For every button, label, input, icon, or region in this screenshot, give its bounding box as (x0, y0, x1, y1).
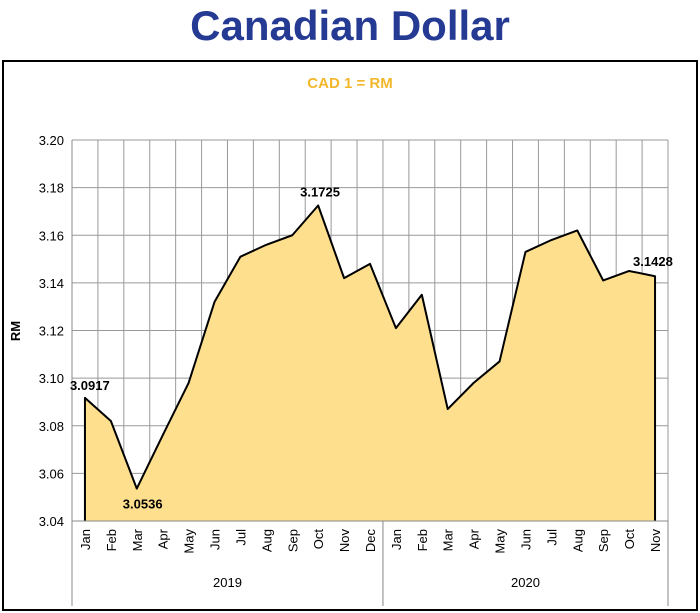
x-tick-label: Feb (104, 529, 119, 551)
x-tick-label: Mar (441, 528, 456, 551)
x-tick-label: Nov (648, 529, 663, 553)
x-tick-label: Jun (518, 529, 533, 550)
x-ticks: Jan Feb Mar Apr May Jun Jul Aug Sep Oct Nov Dec Jan F… (78, 528, 663, 553)
area-fill (84, 205, 656, 521)
y-tick-label: 3.08 (39, 419, 64, 434)
x-tick-label: May (182, 529, 197, 554)
y-ticks: 3.04 3.06 3.08 3.10 3.12 3.14 3.16 3.18 3.20 (39, 133, 64, 529)
area-layer (71, 140, 668, 522)
y-axis-label: RM (8, 321, 23, 341)
x-tick-label: Oct (622, 529, 637, 550)
x-tick-label: Nov (337, 529, 352, 553)
x-tick-label: Dec (363, 529, 378, 553)
y-tick-label: 3.14 (39, 276, 64, 291)
page-title: Canadian Dollar (190, 2, 510, 49)
x-tick-label: Jul (233, 529, 248, 546)
x-tick-label: Sep (596, 529, 611, 552)
x-tick-label: Jan (389, 529, 404, 550)
data-label: 3.0917 (70, 378, 110, 393)
y-tick-label: 3.16 (39, 228, 64, 243)
data-label: 3.0536 (123, 497, 163, 512)
x-tick-label: Feb (415, 529, 430, 551)
y-tick-label: 3.04 (39, 514, 64, 529)
x-tick-label: Apr (467, 528, 482, 549)
y-tick-label: 3.06 (39, 466, 64, 481)
x-tick-label: Mar (130, 528, 145, 551)
chart-subtitle: CAD 1 = RM (307, 75, 392, 92)
y-tick-label: 3.12 (39, 324, 64, 339)
data-label: 3.1725 (300, 184, 340, 199)
x-tick-label: Apr (156, 528, 171, 549)
year-group-label: 2020 (511, 575, 540, 590)
x-tick-label: Jul (544, 529, 559, 546)
x-tick-label: Jan (78, 529, 93, 550)
x-tick-label: Oct (311, 529, 326, 550)
year-group-label: 2019 (213, 575, 242, 590)
y-tick-label: 3.20 (39, 133, 64, 148)
data-label: 3.1428 (633, 254, 673, 269)
x-tick-label: Aug (570, 529, 585, 552)
data-labels: 3.0917 3.0536 3.1725 3.1428 (70, 184, 673, 511)
y-tick-label: 3.18 (39, 181, 64, 196)
x-tick-label: Sep (285, 529, 300, 552)
x-tick-label: May (493, 529, 508, 554)
y-tick-label: 3.10 (39, 371, 64, 386)
x-tick-label: Aug (259, 529, 274, 552)
x-tick-label: Jun (208, 529, 223, 550)
series-line (83, 204, 657, 521)
year-groups: 2019 2020 (71, 521, 669, 606)
